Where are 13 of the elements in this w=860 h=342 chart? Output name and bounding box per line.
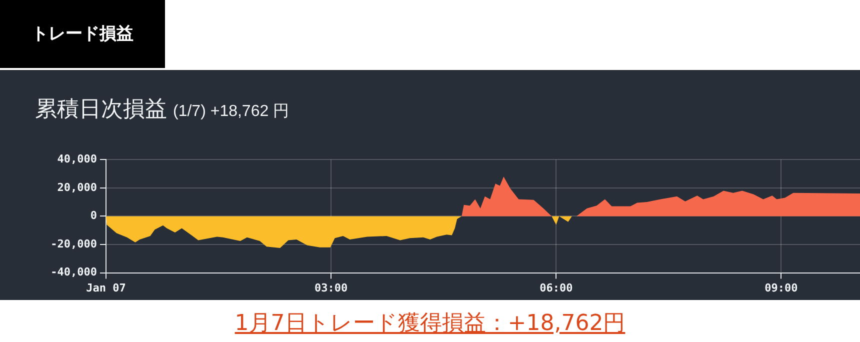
chart-subtitle: (1/7) +18,762 円: [173, 103, 290, 120]
text: 1月7日トレード獲得損益：+18,762円: [234, 310, 626, 338]
text: トレード損益: [0, 0, 165, 68]
y-tick-label: -20,000: [50, 237, 97, 250]
chart-title: 累積日次損益: [35, 97, 167, 122]
x-tick-label: 09:00: [764, 281, 798, 294]
y-tick-label: -40,000: [50, 266, 97, 279]
x-tick-label: 06:00: [540, 281, 573, 294]
x-tick-label: Jan 07: [86, 281, 126, 294]
y-tick-label: 40,000: [57, 152, 97, 166]
y-tick-label: 20,000: [57, 180, 97, 194]
x-tick-label: 03:00: [314, 281, 348, 294]
y-tick-label: 0: [90, 209, 97, 222]
